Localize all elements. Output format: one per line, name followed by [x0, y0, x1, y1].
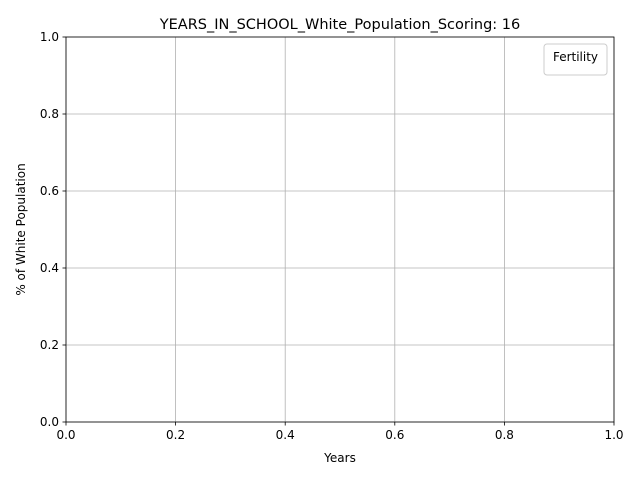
gridlines	[65, 36, 615, 423]
x-tick-label-5: 1.0	[604, 428, 623, 442]
y-tick-label-5: 1.0	[40, 30, 59, 44]
legend-box	[543, 43, 608, 76]
y-tick-label-0: 0.0	[40, 415, 59, 429]
x-axis-label: Years	[323, 451, 356, 465]
chart-title: YEARS_IN_SCHOOL_White_Population_Scoring…	[159, 17, 520, 33]
x-tick-label-0: 0.0	[56, 428, 75, 442]
y-tick-label-2: 0.4	[40, 261, 59, 275]
legend-title: Fertility	[553, 50, 598, 64]
y-tick-label-3: 0.6	[40, 184, 59, 198]
y-tick-label-1: 0.2	[40, 338, 59, 352]
legend: Fertility	[543, 43, 608, 76]
x-axis-ticks: 0.0 0.2 0.4 0.6 0.8 1.0	[56, 422, 624, 442]
x-tick-label-3: 0.6	[385, 428, 404, 442]
x-tick-label-4: 0.8	[495, 428, 514, 442]
x-tick-label-1: 0.2	[166, 428, 185, 442]
y-tick-label-4: 0.8	[40, 107, 59, 121]
plot-area	[66, 37, 614, 422]
plot-frame	[65, 36, 615, 423]
y-axis-ticks: 0.0 0.2 0.4 0.6 0.8 1.0	[40, 30, 66, 429]
x-tick-label-2: 0.4	[276, 428, 295, 442]
y-axis-label: % of White Population	[14, 163, 28, 295]
